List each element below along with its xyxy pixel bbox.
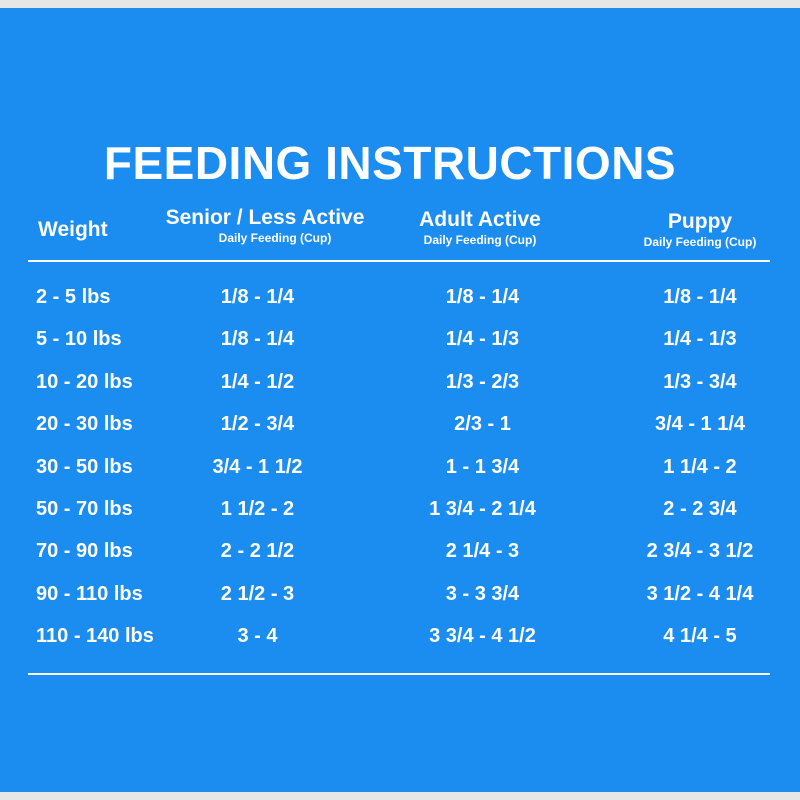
- adult-cell: 2/3 - 1: [454, 413, 511, 436]
- weight-cell: 50 - 70 lbs: [36, 497, 133, 520]
- puppy-cell: 1/3 - 3/4: [663, 370, 737, 393]
- senior-cell: 2 1/2 - 3: [220, 582, 295, 605]
- weight-cell: 5 - 10 lbs: [36, 328, 122, 351]
- puppy-cell: 1 1/4 - 2: [663, 455, 737, 478]
- senior-cell: 3/4 - 1 1/2: [212, 455, 303, 478]
- senior-cell: 1/8 - 1/4: [220, 328, 295, 351]
- weight-cell: 20 - 30 lbs: [36, 413, 133, 436]
- adult-cell: 1/4 - 1/3: [445, 328, 520, 351]
- adult-cell: 1/8 - 1/4: [445, 286, 520, 308]
- column-header-adult-label: Adult Active: [419, 208, 541, 231]
- column-header-adult-sublabel: Daily Feeding (Cup): [423, 233, 537, 247]
- table-row: 90 - 110 lbs 2 1/2 - 3 3 - 3 3/4 3 1/2 -…: [0, 581, 800, 623]
- weight-cell: 70 - 90 lbs: [36, 540, 133, 563]
- column-header-senior-label: Senior / Less Active: [165, 206, 365, 229]
- table-row: 20 - 30 lbs 1/2 - 3/4 2/3 - 1 3/4 - 1 1/…: [0, 411, 800, 453]
- puppy-cell: 4 1/4 - 5: [663, 625, 737, 648]
- footer-divider: [28, 673, 770, 675]
- table-row: 70 - 90 lbs 2 - 2 1/2 2 1/4 - 3 2 3/4 - …: [0, 538, 800, 580]
- column-header-puppy: Puppy Daily Feeding (Cup): [630, 210, 770, 250]
- puppy-cell: 2 - 2 3/4: [663, 497, 737, 520]
- senior-cell: 3 - 4: [237, 625, 278, 648]
- weight-cell: 30 - 50 lbs: [36, 455, 133, 478]
- column-header-senior: Senior / Less Active Daily Feeding (Cup): [150, 206, 380, 246]
- column-header-adult: Adult Active Daily Feeding (Cup): [400, 208, 560, 248]
- table-row: 10 - 20 lbs 1/4 - 1/2 1/3 - 2/3 1/3 - 3/…: [0, 369, 800, 411]
- column-header-senior-sublabel: Daily Feeding (Cup): [218, 231, 332, 245]
- adult-cell: 1 - 1 3/4: [445, 455, 520, 478]
- feeding-instructions-panel: FEEDING INSTRUCTIONS Weight Senior / Les…: [0, 8, 800, 792]
- senior-cell: 2 - 2 1/2: [220, 540, 295, 563]
- column-header-weight-label: Weight: [38, 218, 108, 241]
- header-divider: [28, 260, 770, 262]
- column-header-weight: Weight: [38, 218, 118, 242]
- senior-cell: 1/2 - 3/4: [220, 413, 295, 436]
- weight-cell: 90 - 110 lbs: [36, 582, 143, 605]
- table-row: 50 - 70 lbs 1 1/2 - 2 1 3/4 - 2 1/4 2 - …: [0, 496, 800, 538]
- puppy-cell: 1/8 - 1/4: [663, 286, 737, 308]
- senior-cell: 1/4 - 1/2: [220, 370, 295, 393]
- senior-cell: 1 1/2 - 2: [220, 497, 295, 520]
- adult-cell: 2 1/4 - 3: [445, 540, 520, 563]
- puppy-cell: 1/4 - 1/3: [663, 328, 737, 351]
- puppy-cell: 2 3/4 - 3 1/2: [646, 540, 754, 563]
- puppy-cell: 3/4 - 1 1/4: [654, 413, 746, 436]
- senior-cell: 1/8 - 1/4: [220, 286, 295, 308]
- adult-cell: 1/3 - 2/3: [445, 370, 520, 393]
- table-row: 110 - 140 lbs 3 - 4 3 3/4 - 4 1/2 4 1/4 …: [0, 623, 800, 665]
- weight-cell: 10 - 20 lbs: [36, 370, 133, 393]
- adult-cell: 3 - 3 3/4: [445, 582, 520, 605]
- page-title: FEEDING INSTRUCTIONS: [103, 137, 677, 189]
- table-row: 2 - 5 lbs 1/8 - 1/4 1/8 - 1/4 1/8 - 1/4: [0, 284, 800, 326]
- table-row: 30 - 50 lbs 3/4 - 1 1/2 1 - 1 3/4 1 1/4 …: [0, 454, 800, 496]
- weight-cell: 110 - 140 lbs: [36, 625, 154, 648]
- puppy-cell: 3 1/2 - 4 1/4: [646, 582, 754, 605]
- weight-cell: 2 - 5 lbs: [36, 286, 111, 308]
- feeding-table-body: 2 - 5 lbs 1/8 - 1/4 1/8 - 1/4 1/8 - 1/4 …: [0, 284, 800, 666]
- column-header-puppy-label: Puppy: [667, 210, 733, 233]
- column-header-puppy-sublabel: Daily Feeding (Cup): [643, 235, 757, 249]
- adult-cell: 1 3/4 - 2 1/4: [429, 497, 536, 520]
- adult-cell: 3 3/4 - 4 1/2: [429, 625, 536, 648]
- table-row: 5 - 10 lbs 1/8 - 1/4 1/4 - 1/3 1/4 - 1/3: [0, 326, 800, 368]
